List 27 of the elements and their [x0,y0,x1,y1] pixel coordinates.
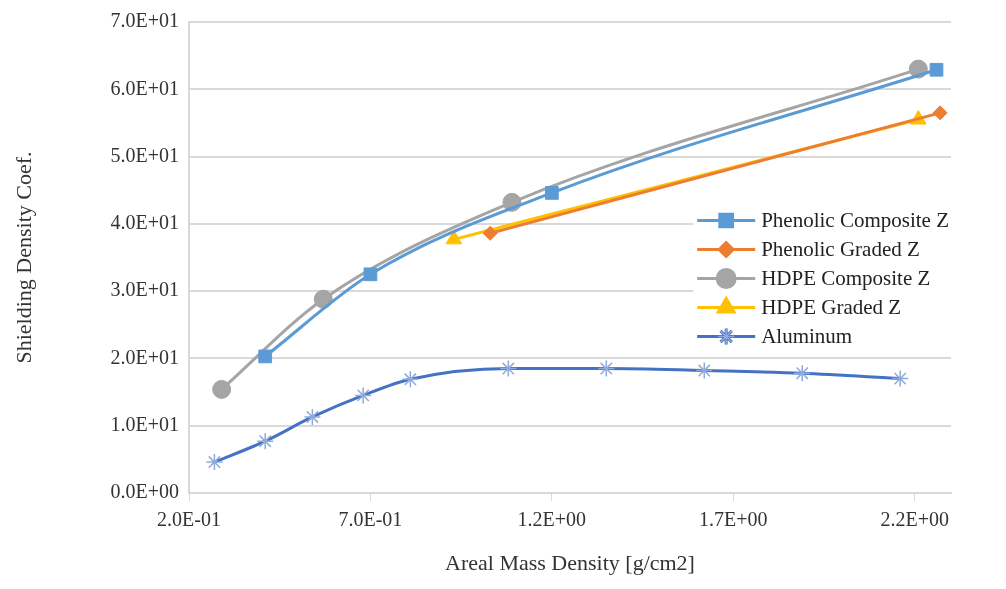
point [929,62,944,77]
y-tick-label: 5.0E+01 [110,143,179,166]
y-tick-label: 0.0E+00 [110,480,179,503]
y-tick-label: 7.0E+01 [110,9,179,32]
point [544,186,559,200]
point [932,105,948,121]
legend-label: Aluminum [761,324,853,349]
y-axis-title: Shielding Density Coef. [10,151,36,364]
y-tick-label: 4.0E+01 [110,211,179,234]
x-tick-label: 2.2E+00 [880,508,949,531]
y-tick-label: 1.0E+01 [110,412,179,435]
y-tick-label: 3.0E+01 [110,278,179,301]
legend-label: HDPE Graded Z [761,295,902,320]
y-tick-label: 6.0E+01 [110,76,179,99]
y-tick-label: 2.0E+01 [110,345,179,368]
x-tick-label: 1.7E+00 [699,508,768,531]
legend-label: Phenolic Composite Z [761,208,950,233]
legend-label: HDPE Composite Z [761,266,931,291]
x-tick-label: 2.0E-01 [157,508,221,531]
x-axis-title: Areal Mass Density [g/cm2] [445,549,695,575]
point [363,267,378,282]
point [258,349,273,364]
point [482,225,498,241]
x-tick-label: 7.0E-01 [338,508,403,531]
point [212,379,232,399]
x-tick-label: 1.2E+00 [517,508,587,531]
legend-label: Phenolic Graded Z [761,237,920,262]
